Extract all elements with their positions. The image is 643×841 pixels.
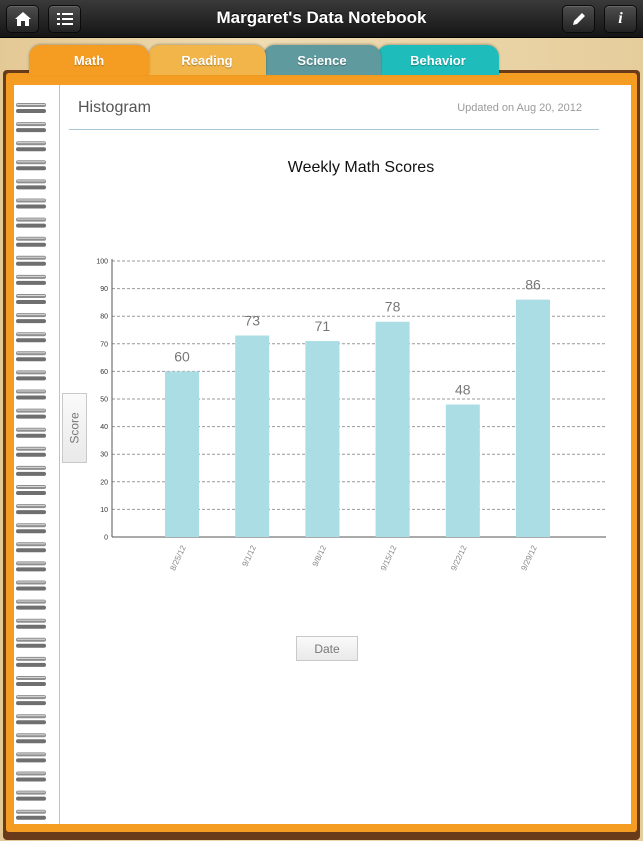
spiral-ring (16, 599, 46, 610)
spiral-ring (16, 714, 46, 725)
bar-value-label: 71 (315, 318, 331, 334)
y-axis-label: Score (67, 412, 82, 444)
spiral-ring (16, 676, 46, 686)
spiral-ring (16, 637, 46, 648)
spiral-ring (16, 542, 46, 553)
bar-value-label: 48 (455, 382, 471, 398)
spiral-ring (16, 198, 46, 209)
app-title: Margaret's Data Notebook (216, 8, 427, 27)
bar-value-label: 60 (174, 348, 190, 364)
bar-value-label: 78 (385, 299, 401, 315)
notebook-page: Histogram Updated on Aug 20, 2012 Weekly… (14, 85, 631, 824)
x-axis-label: Date (314, 641, 340, 656)
spiral-ring (16, 618, 46, 629)
page-title: Histogram (78, 99, 151, 116)
spiral-ring (16, 103, 46, 113)
spiral-ring (16, 294, 46, 304)
spiral-ring (16, 580, 46, 591)
y-tick-label: 20 (100, 479, 108, 486)
spiral-ring (16, 752, 46, 763)
spiral-ring (16, 217, 46, 228)
x-tick-label: 9/15/12 (379, 544, 399, 572)
notebook: Histogram Updated on Aug 20, 2012 Weekly… (3, 70, 640, 840)
spiral-ring (16, 485, 46, 495)
y-tick-label: 10 (100, 507, 108, 514)
x-tick-label: 8/25/12 (168, 544, 188, 572)
bar (516, 299, 550, 537)
home-icon (14, 12, 31, 26)
tab-science-label: Science (297, 52, 347, 68)
spiral-binding (16, 103, 46, 820)
tab-behavior[interactable]: Behavior (377, 45, 499, 75)
list-button[interactable] (48, 5, 81, 33)
spiral-ring (16, 274, 46, 285)
x-axis-label-button[interactable]: Date (296, 636, 358, 661)
navigation-bar: Margaret's Data Notebook i (0, 0, 643, 38)
edit-button[interactable] (562, 5, 595, 33)
notebook-cover: Histogram Updated on Aug 20, 2012 Weekly… (6, 73, 637, 832)
y-tick-label: 80 (100, 314, 108, 321)
y-tick-label: 70 (100, 341, 108, 348)
spiral-ring (16, 389, 46, 400)
bar-value-label: 86 (525, 277, 541, 293)
tab-behavior-label: Behavior (410, 52, 466, 68)
tab-math[interactable]: Math (29, 45, 149, 75)
tab-reading[interactable]: Reading (148, 45, 266, 75)
spiral-ring (16, 408, 46, 419)
spiral-ring (16, 122, 46, 133)
spiral-ring (16, 160, 46, 171)
bar (305, 341, 340, 537)
spiral-ring (16, 790, 46, 801)
spiral-ring (16, 733, 46, 744)
bar (375, 321, 410, 537)
spiral-ring (16, 255, 46, 266)
home-button[interactable] (6, 5, 39, 33)
spiral-ring (16, 446, 46, 457)
spiral-ring (16, 179, 46, 190)
y-tick-label: 0 (104, 535, 108, 542)
bar (445, 404, 480, 537)
info-button[interactable]: i (604, 5, 637, 33)
bar-value-label: 73 (244, 313, 260, 329)
spiral-ring (16, 236, 46, 247)
y-tick-label: 90 (100, 286, 108, 293)
spiral-ring (16, 656, 46, 667)
x-tick-label: 9/1/12 (240, 544, 258, 568)
y-axis-label-button[interactable]: Score (62, 393, 87, 463)
spiral-ring (16, 313, 46, 324)
y-tick-label: 100 (96, 259, 108, 266)
chart-title: Weekly Math Scores (288, 159, 434, 176)
tab-science[interactable]: Science (263, 45, 381, 75)
spiral-ring (16, 427, 46, 438)
info-icon: i (618, 10, 623, 27)
spiral-ring (16, 695, 46, 706)
tab-math-label: Math (73, 52, 105, 68)
spiral-ring (16, 370, 46, 381)
page-header: Histogram Updated on Aug 20, 2012 (69, 95, 599, 130)
x-tick-label: 9/22/12 (449, 544, 469, 572)
bar (165, 371, 199, 537)
pencil-icon (572, 13, 585, 25)
x-tick-label: 9/29/12 (519, 544, 539, 572)
y-tick-label: 30 (100, 452, 108, 459)
spiral-ring (16, 504, 46, 515)
margin-line (59, 85, 60, 824)
spiral-ring (16, 465, 46, 476)
y-tick-label: 50 (100, 397, 108, 404)
tab-reading-label: Reading (181, 52, 233, 68)
spiral-ring (16, 809, 46, 820)
spiral-ring (16, 141, 46, 152)
updated-timestamp: Updated on Aug 20, 2012 (457, 102, 582, 114)
spiral-ring (16, 561, 46, 572)
spiral-ring (16, 771, 46, 782)
bar (235, 335, 270, 537)
x-tick-label: 9/8/12 (311, 544, 329, 568)
bar-chart: Weekly Math Scores 0 10 20 30 40 50 60 70 80 90 100… (96, 159, 606, 572)
y-tick-label: 60 (100, 369, 108, 376)
spiral-ring (16, 523, 46, 534)
y-tick-label: 40 (100, 424, 108, 431)
spiral-ring (16, 332, 46, 343)
spiral-ring (16, 351, 46, 362)
list-icon (56, 13, 73, 25)
